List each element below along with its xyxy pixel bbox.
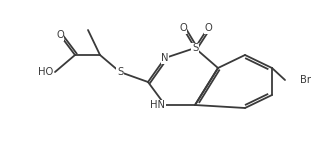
Text: O: O [56,30,64,40]
Text: N: N [161,53,169,63]
Text: S: S [117,67,123,77]
Text: HN: HN [150,100,165,110]
Text: Br: Br [300,75,311,85]
Text: S: S [192,43,198,53]
Text: O: O [204,23,212,33]
Text: O: O [179,23,187,33]
Text: HO: HO [38,67,53,77]
